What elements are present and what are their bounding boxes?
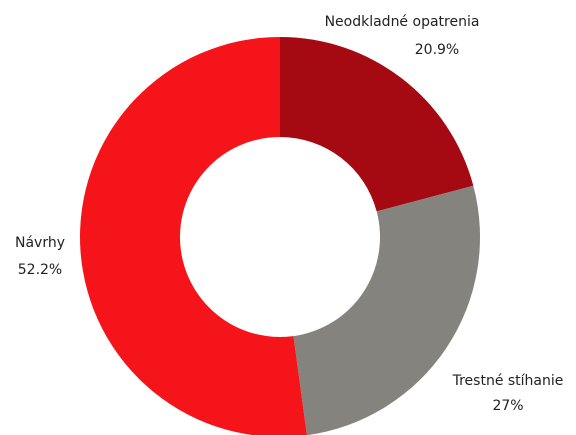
slice-label: Trestné stíhanie	[452, 373, 564, 389]
slice-value-label: 27%	[492, 398, 523, 414]
slice-label: Návrhy	[15, 235, 65, 251]
slice	[293, 185, 480, 435]
slice	[280, 37, 474, 212]
slice-label: Neodkladné opatrenia	[325, 14, 480, 30]
slice-value-label: 52.2%	[18, 262, 62, 278]
slice	[80, 37, 307, 435]
slice-value-label: 20.9%	[415, 42, 459, 58]
